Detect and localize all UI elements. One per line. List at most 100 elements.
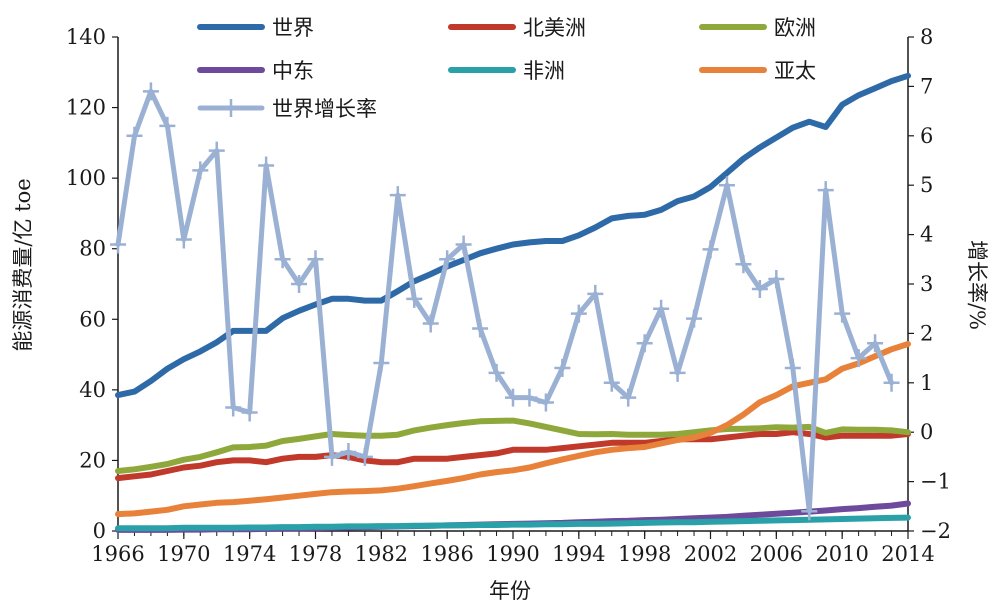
- x-tick-label: 1978: [289, 542, 342, 566]
- series-point-世界增长率: [834, 304, 851, 323]
- y-left-tick-label: 60: [79, 307, 106, 331]
- series-point-世界增长率: [422, 314, 439, 333]
- legend-label-北美洲: 北美洲: [523, 16, 586, 40]
- series-point-世界增长率: [241, 403, 258, 422]
- series-point-世界增长率: [110, 235, 126, 254]
- x-tick-label: 1990: [486, 542, 539, 566]
- series-point-世界增长率: [570, 304, 587, 323]
- y-right-tick-label: −1: [920, 470, 951, 494]
- series-point-世界增长率: [537, 393, 554, 412]
- series-point-世界增长率: [159, 116, 176, 135]
- y-left-tick-label: 40: [79, 378, 106, 402]
- series-line-欧洲: [115, 417, 911, 474]
- x-tick-label: 1974: [223, 542, 276, 566]
- series-point-世界增长率: [867, 334, 884, 353]
- x-tick-label: 1970: [157, 542, 210, 566]
- x-tick-label: 1982: [355, 542, 408, 566]
- series-point-世界增长率: [406, 289, 423, 308]
- y-right-tick-label: 6: [920, 124, 933, 148]
- series-point-世界增长率: [768, 270, 785, 289]
- series-point-世界增长率: [521, 388, 538, 407]
- x-tick-label: 1998: [618, 542, 671, 566]
- series-point-世界增长率: [718, 176, 735, 195]
- series-point-世界增长率: [389, 186, 406, 205]
- series-point-世界增长率: [801, 502, 818, 521]
- x-tick-label: 2010: [815, 542, 868, 566]
- series-point-世界增长率: [472, 319, 489, 338]
- series-lines: [110, 72, 911, 533]
- legend-label-世界: 世界: [272, 16, 314, 40]
- y-left-tick-label: 20: [79, 448, 106, 472]
- series-point-世界增长率: [554, 358, 571, 377]
- series-point-世界增长率: [653, 299, 670, 318]
- y-right-tick-label: 8: [920, 25, 933, 49]
- series-point-世界增长率: [669, 363, 686, 382]
- y-axis-left-title: 能源消费量/亿 toe: [11, 178, 35, 351]
- legend-label-非洲: 非洲: [523, 59, 565, 83]
- series-point-世界增长率: [142, 82, 159, 101]
- series-point-世界增长率: [307, 250, 324, 269]
- y-left-tick-label: 80: [79, 237, 106, 261]
- y-left-tick-label: 100: [66, 166, 106, 190]
- x-tick-label: 1986: [420, 542, 473, 566]
- legend-label-亚太: 亚太: [774, 59, 816, 83]
- legend-label-欧洲: 欧洲: [774, 16, 816, 40]
- series-point-世界增长率: [192, 161, 209, 180]
- series-point-世界增长率: [225, 398, 242, 417]
- series-point-世界增长率: [603, 373, 620, 392]
- x-tick-label: 1966: [91, 542, 144, 566]
- series-point-世界增长率: [784, 358, 801, 377]
- y-left-tick-label: 120: [66, 96, 106, 120]
- series-point-世界增长率: [751, 279, 768, 298]
- series-line-北美洲: [115, 429, 911, 482]
- series-point-世界增长率: [636, 334, 653, 353]
- series-line-亚太: [115, 341, 911, 518]
- series-point-世界增长率: [323, 447, 340, 466]
- series-point-世界增长率: [126, 126, 143, 145]
- series-point-世界增长率: [488, 363, 505, 382]
- series-point-世界增长率: [686, 309, 703, 328]
- series-point-世界增长率: [455, 235, 472, 254]
- series-point-世界增长率: [274, 250, 291, 269]
- x-tick-label: 1994: [552, 542, 605, 566]
- series-point-世界增长率: [258, 156, 275, 175]
- x-tick-label: 2014: [881, 542, 934, 566]
- y-right-tick-label: 4: [920, 223, 933, 247]
- series-point-世界增长率: [587, 284, 604, 303]
- series-point-世界增长率: [817, 181, 834, 200]
- y-right-tick-label: −2: [920, 519, 951, 543]
- y-right-tick-label: 7: [920, 74, 933, 98]
- series-point-世界增长率: [620, 388, 637, 407]
- series-point-世界增长率: [850, 349, 867, 368]
- series-point-世界增长率: [735, 255, 752, 274]
- series-line-世界: [115, 72, 911, 399]
- series-point-世界增长率: [373, 354, 390, 373]
- y-left-tick-label: 140: [66, 25, 106, 49]
- series-point-世界增长率: [505, 388, 521, 407]
- legend-marker-世界增长率: [223, 99, 239, 117]
- y-right-tick-label: 3: [920, 272, 933, 296]
- y-right-tick-label: 0: [920, 420, 933, 444]
- x-axis-title: 年份: [489, 579, 531, 603]
- x-tick-label: 2002: [684, 542, 737, 566]
- y-left-tick-label: 0: [93, 519, 106, 543]
- y-right-tick-label: 5: [920, 173, 933, 197]
- y-right-tick-label: 1: [920, 371, 933, 395]
- series-point-世界增长率: [340, 442, 357, 461]
- series-point-世界增长率: [208, 141, 225, 160]
- axes: 0 20 40 60 80 100 120 140 −2 −1 0 1 2 3 4 5 6 7 8 1966 1970 1…: [66, 25, 951, 566]
- series-point-世界增长率: [291, 275, 308, 293]
- series-point-世界增长率: [356, 447, 373, 466]
- x-tick-label: 2006: [750, 542, 803, 566]
- legend-label-世界增长率: 世界增长率: [272, 97, 377, 121]
- series-point-世界增长率: [439, 250, 456, 269]
- series-point-世界增长率: [175, 230, 192, 249]
- y-right-tick-label: 2: [920, 321, 933, 345]
- y-axis-right-title: 增长率/%: [965, 240, 989, 330]
- series-line-非洲: [115, 514, 911, 532]
- series-point-世界增长率: [702, 240, 719, 259]
- series-point-世界增长率: [883, 373, 900, 392]
- legend-label-中东: 中东: [272, 59, 314, 83]
